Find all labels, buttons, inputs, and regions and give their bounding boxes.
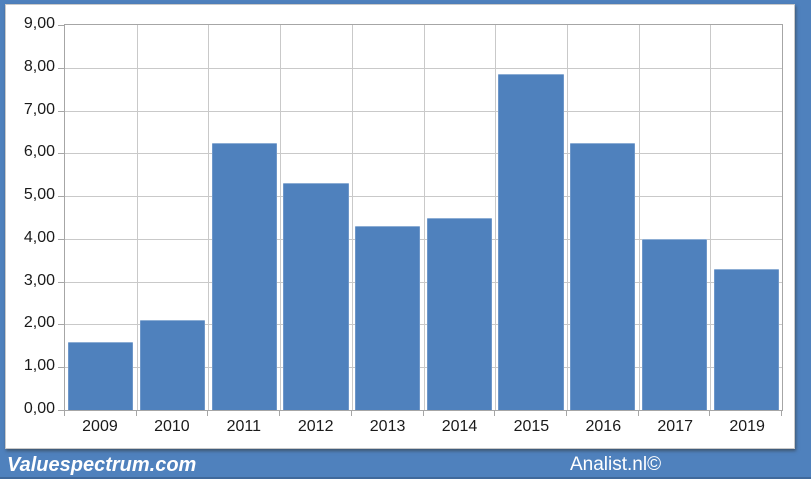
footer-bar: Valuespectrum.com Analist.nl©	[0, 452, 811, 479]
gridline-vertical	[208, 25, 210, 410]
bar-cell-2019	[710, 25, 782, 410]
bar-2013	[355, 226, 421, 410]
bar-series	[65, 25, 782, 410]
bar-2012	[283, 183, 349, 410]
bar-2017	[641, 238, 708, 410]
brand-analist: Analist.nl©	[570, 454, 662, 475]
gridline-vertical	[638, 25, 640, 410]
x-axis-tick	[135, 410, 137, 416]
x-axis-category-label: 2016	[585, 418, 622, 435]
x-axis-tick	[350, 410, 352, 416]
bar-cell-2015	[495, 25, 567, 410]
x-axis-category-label: 2013	[369, 418, 406, 435]
x-axis-tick	[207, 410, 209, 416]
y-axis-tick-label: 6,00	[23, 143, 55, 161]
y-axis-tick-label: 2,00	[23, 314, 55, 332]
brand-valuespectrum: Valuespectrum.com	[7, 454, 197, 476]
x-axis-category-label: 2011	[226, 418, 261, 435]
x-axis-tick	[494, 410, 496, 416]
gridline-vertical	[566, 25, 568, 410]
bar-2015	[498, 74, 564, 410]
bar-cell-2016	[567, 25, 639, 410]
y-axis-tick	[58, 324, 64, 326]
y-axis-tick-label: 7,00	[23, 100, 55, 118]
y-axis-tick	[58, 367, 64, 369]
x-axis-tick	[637, 410, 639, 416]
bottom-edge-line	[0, 477, 811, 479]
x-axis-tick	[565, 410, 567, 416]
x-axis-tick	[709, 410, 711, 416]
x-axis-tick	[64, 410, 65, 416]
x-axis-category-label: 2017	[657, 418, 693, 435]
bar-cell-2014	[424, 25, 496, 410]
y-axis-tick	[58, 25, 64, 26]
y-axis-tick-label: 9,00	[23, 15, 55, 32]
gridline-vertical	[423, 25, 425, 410]
bar-2014	[426, 217, 492, 410]
x-axis-labels: 2009 2010 2011 2012 2013 2014 2015 2016 2017 2019	[64, 418, 783, 436]
y-axis-tick-label: 5,00	[23, 186, 55, 204]
bar-cell-2011	[208, 25, 280, 410]
bar-cell-2012	[280, 25, 352, 410]
y-axis-tick-label: 8,00	[23, 57, 55, 75]
x-axis-tick	[781, 410, 782, 416]
y-axis-tick-label: 0,00	[23, 400, 55, 417]
bar-2016	[570, 142, 636, 410]
bar-2019	[713, 268, 779, 410]
x-axis-category-label: 2019	[729, 418, 765, 435]
bar-2010	[139, 320, 206, 410]
y-axis-tick-label: 1,00	[23, 357, 55, 375]
gridline-vertical	[136, 25, 138, 410]
y-axis-tick	[58, 67, 64, 69]
x-axis-category-label: 2012	[297, 418, 334, 435]
bar-2009	[68, 341, 134, 410]
bar-2011	[211, 142, 277, 410]
y-axis-tick	[58, 110, 64, 112]
y-axis-tick-label: 4,00	[23, 228, 55, 246]
y-axis-labels: 0,00 1,00 2,00 3,00 4,00 5,00 6,00 7,00 8,00 9,00	[6, 15, 58, 417]
bar-cell-2013	[352, 25, 424, 410]
y-axis-tick	[58, 196, 64, 198]
gridline-vertical	[710, 25, 712, 410]
y-axis-tick	[58, 153, 64, 155]
x-axis-category-label: 2015	[513, 418, 550, 435]
gridline-vertical	[351, 25, 353, 410]
bar-cell-2009	[65, 25, 137, 410]
x-axis-tick	[422, 410, 424, 416]
bar-cell-2010	[137, 25, 209, 410]
y-axis-tick	[58, 281, 64, 283]
y-axis-tick-label: 3,00	[23, 271, 55, 289]
plot-area	[58, 24, 783, 416]
y-axis-tick	[58, 410, 64, 411]
x-axis-category-label: 2009	[82, 418, 118, 435]
x-axis-category-label: 2014	[441, 418, 478, 435]
gridline-vertical	[495, 25, 497, 410]
chart-area: 0,00 1,00 2,00 3,00 4,00 5,00 6,00 7,00 8,00 9,00…	[5, 4, 795, 449]
y-axis-tick	[58, 238, 64, 240]
x-axis-tick	[279, 410, 281, 416]
bar-cell-2017	[639, 25, 711, 410]
gridline-vertical	[280, 25, 282, 410]
x-axis-category-label: 2010	[154, 418, 190, 435]
